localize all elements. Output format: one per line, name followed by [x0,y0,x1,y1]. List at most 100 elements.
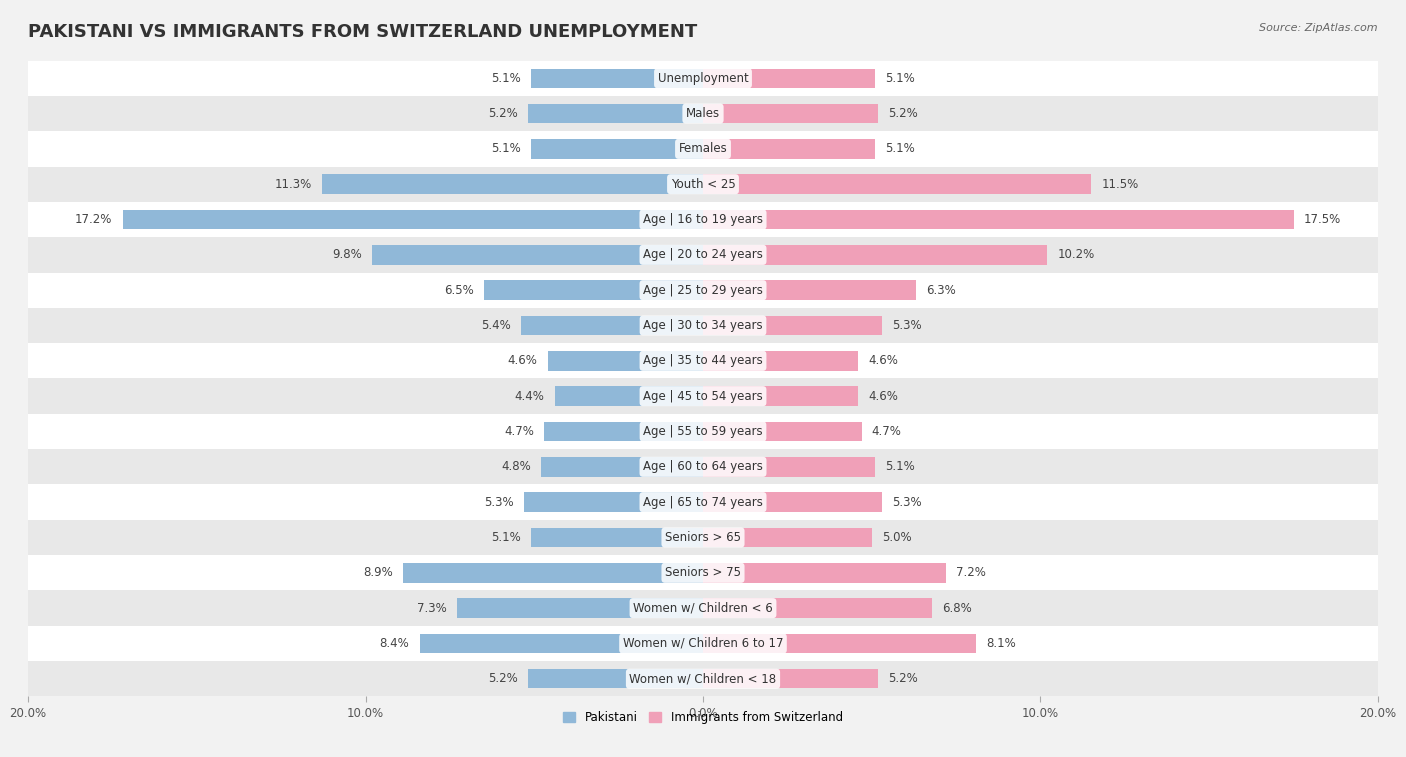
Legend: Pakistani, Immigrants from Switzerland: Pakistani, Immigrants from Switzerland [558,706,848,729]
Bar [703,280,915,300]
Text: 5.3%: 5.3% [891,319,921,332]
Text: 8.4%: 8.4% [380,637,409,650]
Bar [703,351,858,370]
Text: Females: Females [679,142,727,155]
Bar [28,520,1378,555]
Bar [28,131,1378,167]
Bar [703,316,882,335]
Text: PAKISTANI VS IMMIGRANTS FROM SWITZERLAND UNEMPLOYMENT: PAKISTANI VS IMMIGRANTS FROM SWITZERLAND… [28,23,697,41]
Bar [28,484,1378,520]
Text: 5.1%: 5.1% [886,142,915,155]
Bar [28,96,1378,131]
Text: 10.2%: 10.2% [1057,248,1094,261]
Bar [703,528,872,547]
Bar [28,273,1378,308]
Text: Age | 25 to 29 years: Age | 25 to 29 years [643,284,763,297]
Text: 5.3%: 5.3% [485,496,515,509]
Bar [703,669,879,689]
Bar [548,351,703,370]
Bar [28,167,1378,202]
Bar [703,492,882,512]
Text: Age | 35 to 44 years: Age | 35 to 44 years [643,354,763,367]
Text: Age | 60 to 64 years: Age | 60 to 64 years [643,460,763,473]
Text: 6.8%: 6.8% [942,602,973,615]
Text: 5.2%: 5.2% [488,672,517,685]
Text: Males: Males [686,107,720,120]
Bar [703,598,932,618]
Bar [28,590,1378,626]
Text: 4.4%: 4.4% [515,390,544,403]
Text: 5.4%: 5.4% [481,319,510,332]
Bar [28,626,1378,661]
Text: 4.7%: 4.7% [505,425,534,438]
Bar [28,202,1378,237]
Bar [554,386,703,406]
Bar [28,449,1378,484]
Text: 5.1%: 5.1% [491,72,520,85]
Bar [527,669,703,689]
Text: Age | 45 to 54 years: Age | 45 to 54 years [643,390,763,403]
Bar [527,104,703,123]
Text: 5.0%: 5.0% [882,531,911,544]
Bar [524,492,703,512]
Bar [28,61,1378,96]
Bar [703,563,946,582]
Text: Age | 16 to 19 years: Age | 16 to 19 years [643,213,763,226]
Text: Age | 55 to 59 years: Age | 55 to 59 years [643,425,763,438]
Text: 4.6%: 4.6% [869,354,898,367]
Text: 8.1%: 8.1% [987,637,1017,650]
Bar [322,174,703,194]
Bar [541,457,703,477]
Text: 4.6%: 4.6% [508,354,537,367]
Text: 4.6%: 4.6% [869,390,898,403]
Bar [28,237,1378,273]
Text: Age | 30 to 34 years: Age | 30 to 34 years [643,319,763,332]
Bar [544,422,703,441]
Bar [28,343,1378,378]
Bar [703,422,862,441]
Bar [703,386,858,406]
Text: Youth < 25: Youth < 25 [671,178,735,191]
Text: Seniors > 65: Seniors > 65 [665,531,741,544]
Bar [28,661,1378,696]
Bar [531,68,703,88]
Text: Women w/ Children < 6: Women w/ Children < 6 [633,602,773,615]
Text: 7.3%: 7.3% [416,602,447,615]
Text: 5.1%: 5.1% [886,460,915,473]
Bar [28,378,1378,414]
Text: Seniors > 75: Seniors > 75 [665,566,741,579]
Bar [457,598,703,618]
Text: 5.2%: 5.2% [889,107,918,120]
Text: 4.7%: 4.7% [872,425,901,438]
Text: 5.3%: 5.3% [891,496,921,509]
Bar [703,139,875,158]
Text: 5.2%: 5.2% [488,107,517,120]
Bar [402,563,703,582]
Text: Age | 65 to 74 years: Age | 65 to 74 years [643,496,763,509]
Bar [531,528,703,547]
Bar [28,555,1378,590]
Text: 17.5%: 17.5% [1303,213,1341,226]
Text: 11.3%: 11.3% [274,178,312,191]
Text: Women w/ Children < 18: Women w/ Children < 18 [630,672,776,685]
Text: 6.5%: 6.5% [444,284,474,297]
Text: 17.2%: 17.2% [75,213,112,226]
Bar [703,457,875,477]
Text: 4.8%: 4.8% [501,460,531,473]
Bar [703,174,1091,194]
Text: 8.9%: 8.9% [363,566,392,579]
Text: 5.1%: 5.1% [491,531,520,544]
Bar [122,210,703,229]
Text: Source: ZipAtlas.com: Source: ZipAtlas.com [1260,23,1378,33]
Text: 7.2%: 7.2% [956,566,986,579]
Bar [419,634,703,653]
Bar [703,634,976,653]
Bar [703,68,875,88]
Text: 5.1%: 5.1% [886,72,915,85]
Text: 11.5%: 11.5% [1101,178,1139,191]
Bar [484,280,703,300]
Bar [703,245,1047,264]
Text: 5.1%: 5.1% [491,142,520,155]
Bar [28,308,1378,343]
Text: Women w/ Children 6 to 17: Women w/ Children 6 to 17 [623,637,783,650]
